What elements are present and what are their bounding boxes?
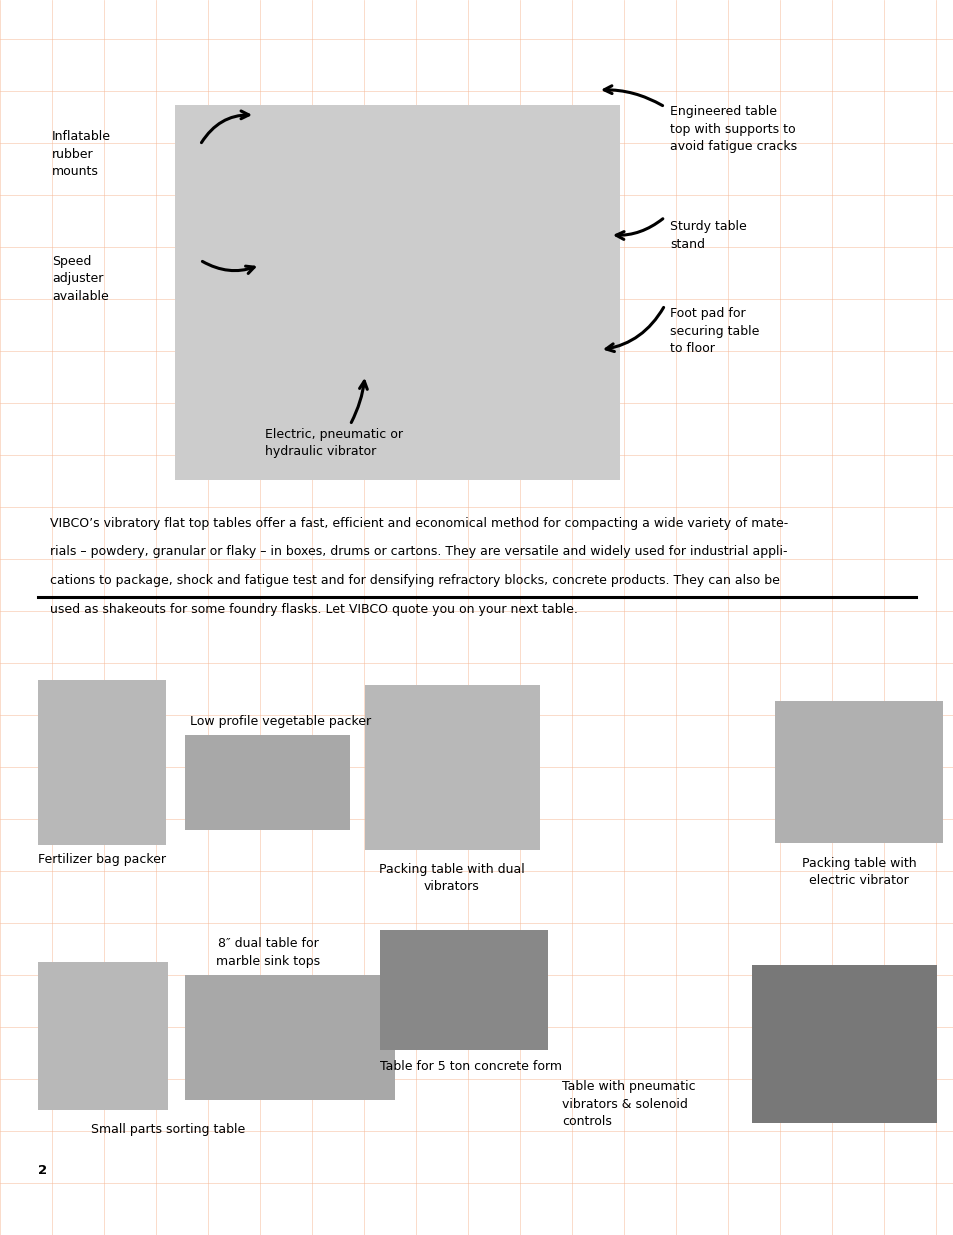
Text: cations to package, shock and fatigue test and for densifying refractory blocks,: cations to package, shock and fatigue te…: [50, 574, 779, 587]
Bar: [185, 735, 350, 830]
Text: used as shakeouts for some foundry flasks. Let VIBCO quote you on your next tabl: used as shakeouts for some foundry flask…: [50, 603, 578, 615]
Bar: [365, 685, 539, 850]
Text: Table for 5 ton concrete form: Table for 5 ton concrete form: [379, 1060, 561, 1073]
Text: Sturdy table
stand: Sturdy table stand: [669, 220, 746, 251]
Text: 8″ dual table for
marble sink tops: 8″ dual table for marble sink tops: [215, 937, 319, 967]
Text: Packing table with dual
vibrators: Packing table with dual vibrators: [378, 863, 524, 893]
Text: Low profile vegetable packer: Low profile vegetable packer: [190, 715, 371, 727]
Bar: [774, 701, 942, 844]
Bar: [185, 974, 395, 1100]
Bar: [379, 930, 547, 1050]
Text: Engineered table
top with supports to
avoid fatigue cracks: Engineered table top with supports to av…: [669, 105, 797, 153]
Text: VIBCO’s vibratory flat top tables offer a fast, efficient and economical method : VIBCO’s vibratory flat top tables offer …: [50, 517, 787, 530]
Bar: [174, 105, 619, 480]
Text: Electric, pneumatic or
hydraulic vibrator: Electric, pneumatic or hydraulic vibrato…: [265, 429, 402, 458]
Text: Inflatable
rubber
mounts: Inflatable rubber mounts: [52, 130, 111, 178]
Bar: [38, 962, 168, 1110]
Text: Fertilizer bag packer: Fertilizer bag packer: [38, 853, 166, 866]
Bar: [38, 680, 166, 845]
Text: 2: 2: [38, 1165, 47, 1177]
Text: Foot pad for
securing table
to floor: Foot pad for securing table to floor: [669, 308, 759, 354]
Bar: [751, 965, 936, 1123]
Text: Table with pneumatic
vibrators & solenoid
controls: Table with pneumatic vibrators & solenoi…: [561, 1079, 695, 1128]
Text: rials – powdery, granular or flaky – in boxes, drums or cartons. They are versat: rials – powdery, granular or flaky – in …: [50, 546, 786, 558]
Text: Small parts sorting table: Small parts sorting table: [91, 1123, 245, 1136]
Text: Speed
adjuster
available: Speed adjuster available: [52, 254, 109, 303]
Text: Packing table with
electric vibrator: Packing table with electric vibrator: [801, 857, 915, 888]
